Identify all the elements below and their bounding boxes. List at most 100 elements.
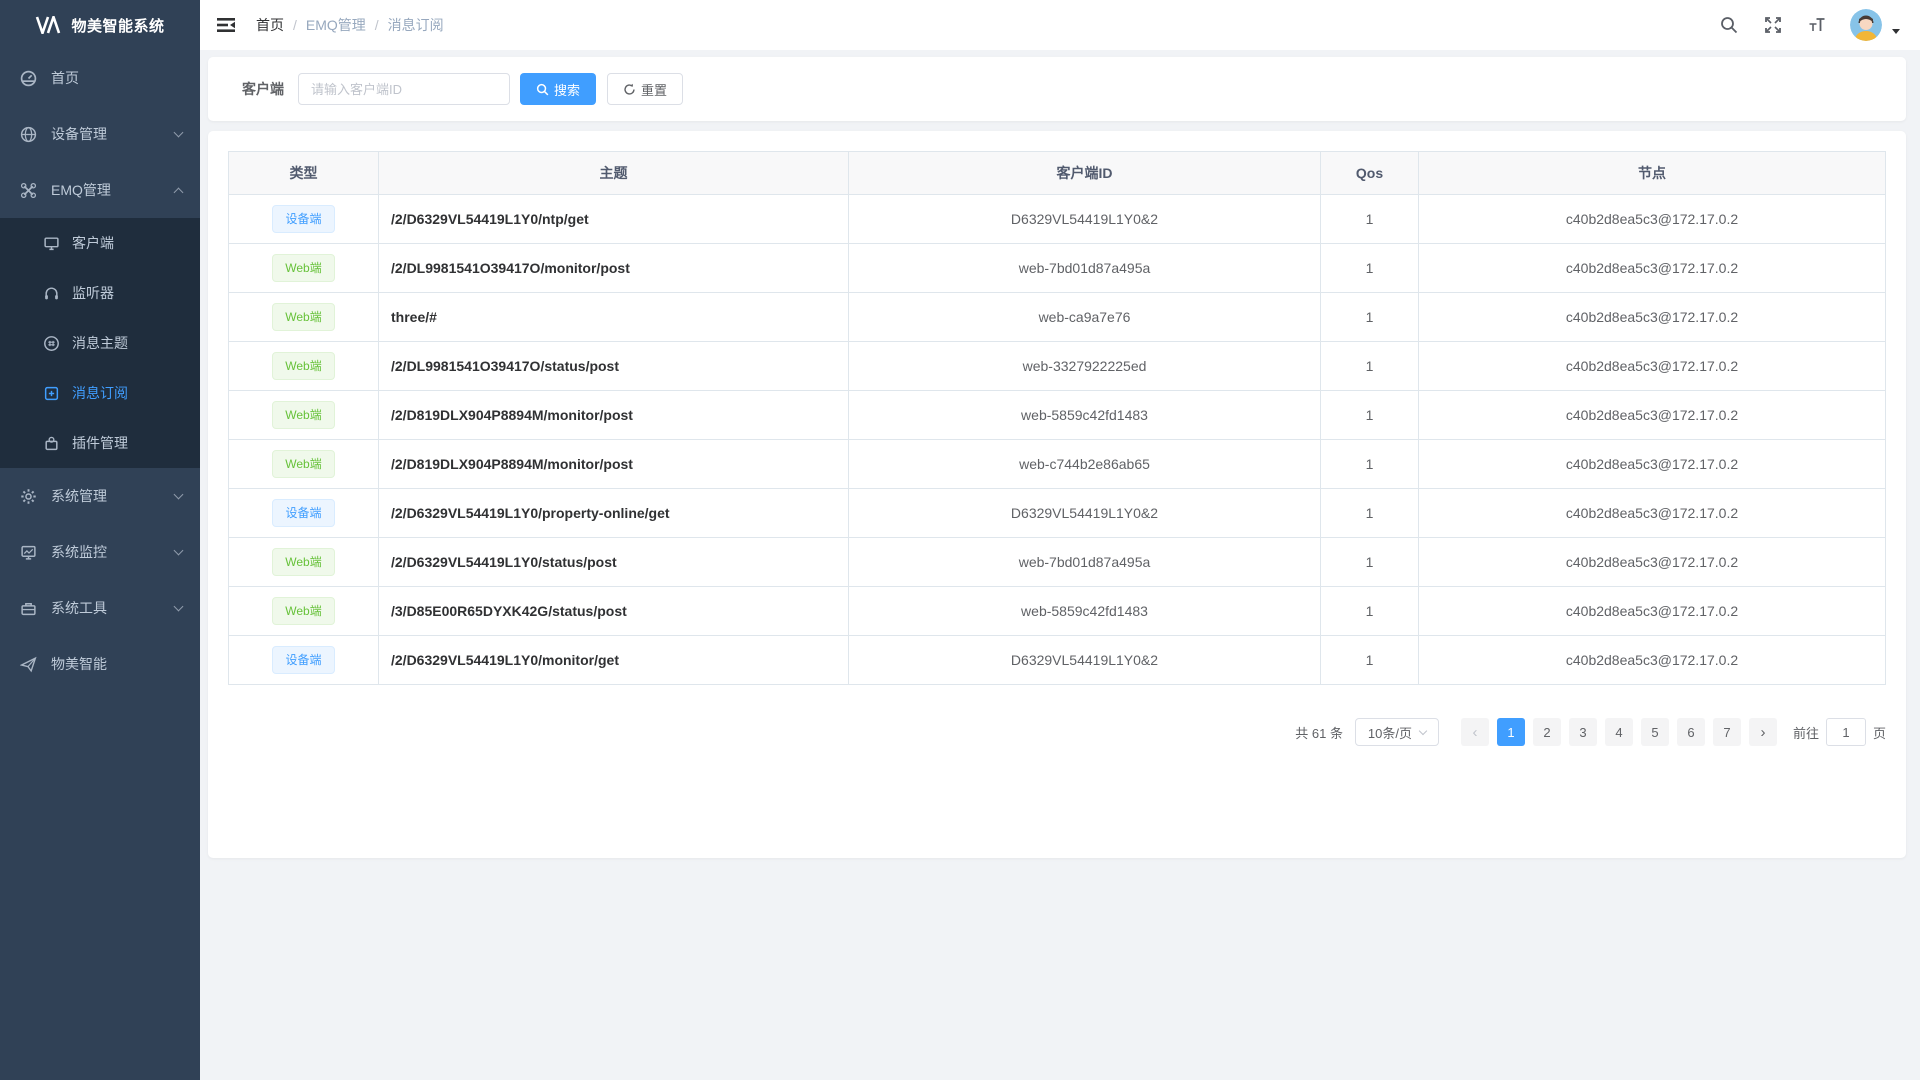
fullscreen-icon[interactable] — [1764, 16, 1782, 34]
client-id-input[interactable] — [298, 73, 510, 105]
sidebar-item-label: 首页 — [51, 70, 79, 86]
node-cell: c40b2d8ea5c3@172.17.0.2 — [1418, 243, 1886, 293]
app-title: 物美智能系统 — [71, 17, 165, 35]
topbar: 首页 / EMQ管理 / 消息订阅 — [200, 0, 1920, 50]
table-row: Web端 /2/D819DLX904P8894M/monitor/post we… — [228, 390, 1886, 440]
client-id-cell: web-3327922225ed — [848, 341, 1321, 391]
qos-cell: 1 — [1320, 243, 1419, 293]
chevron-down-icon — [173, 127, 184, 137]
prev-page-button[interactable]: ‹ — [1460, 718, 1489, 746]
topic-cell: /2/DL9981541O39417O/monitor/post — [378, 243, 849, 293]
client-id-cell: web-7bd01d87a495a — [848, 537, 1321, 587]
goto-page-input[interactable] — [1825, 718, 1866, 746]
column-header-topic: 主题 — [378, 151, 849, 195]
qos-cell: 1 — [1320, 390, 1419, 440]
sidebar-item-topic[interactable]: 消息主题 — [0, 318, 200, 368]
devices-icon — [20, 126, 37, 142]
type-cell: Web端 — [228, 292, 379, 342]
table-row: Web端 /2/DL9981541O39417O/status/post web… — [228, 341, 1886, 391]
node-cell: c40b2d8ea5c3@172.17.0.2 — [1418, 537, 1886, 587]
topic-cell: /2/D6329VL54419L1Y0/ntp/get — [378, 194, 849, 244]
column-header-type: 类型 — [228, 151, 379, 195]
sidebar-item-emq[interactable]: EMQ管理 — [0, 162, 200, 218]
sidebar-item-subscribe[interactable]: 消息订阅 — [0, 368, 200, 418]
headphones-icon — [45, 287, 58, 299]
search-icon[interactable] — [1720, 16, 1738, 34]
breadcrumb-home[interactable]: 首页 — [256, 17, 284, 33]
client-id-cell: web-5859c42fd1483 — [848, 390, 1321, 440]
page-button[interactable]: 1 — [1496, 718, 1525, 746]
sidebar-item-label: 设备管理 — [51, 126, 107, 142]
breadcrumb-emq: EMQ管理 — [305, 17, 366, 33]
refresh-icon — [624, 83, 635, 95]
column-header-qos: Qos — [1320, 151, 1419, 195]
topic-cell: /2/DL9981541O39417O/status/post — [378, 341, 849, 391]
monitor-chart-icon — [21, 545, 36, 560]
node-cell: c40b2d8ea5c3@172.17.0.2 — [1418, 292, 1886, 342]
table-row: Web端 three/# web-ca9a7e76 1 c40b2d8ea5c3… — [228, 292, 1886, 342]
sidebar-item-label: 监听器 — [72, 285, 114, 301]
node-cell: c40b2d8ea5c3@172.17.0.2 — [1418, 635, 1886, 685]
user-menu[interactable] — [1850, 9, 1900, 41]
node-cell: c40b2d8ea5c3@172.17.0.2 — [1418, 194, 1886, 244]
dashboard-icon — [20, 70, 37, 86]
next-page-button[interactable]: › — [1748, 718, 1777, 746]
page-button[interactable]: 7 — [1712, 718, 1741, 746]
sidebar-item-label: 系统监控 — [51, 544, 107, 560]
page-button[interactable]: 5 — [1640, 718, 1669, 746]
chevron-down-icon — [173, 489, 184, 499]
sidebar: 物美智能系统 首页 设备管理 — [0, 0, 200, 1080]
sidebar-item-system-tools[interactable]: 系统工具 — [0, 580, 200, 636]
toolbox-icon — [21, 602, 36, 615]
table-row: Web端 /2/D819DLX904P8894M/monitor/post we… — [228, 439, 1886, 489]
sidebar-item-client[interactable]: 客户端 — [0, 218, 200, 268]
node-cell: c40b2d8ea5c3@172.17.0.2 — [1418, 390, 1886, 440]
reset-button[interactable]: 重置 — [607, 73, 684, 105]
avatar[interactable] — [1850, 9, 1882, 41]
chevron-down-icon — [1418, 726, 1428, 735]
sidebar-item-label: 插件管理 — [72, 435, 128, 451]
sidebar-item-system-monitor[interactable]: 系统监控 — [0, 524, 200, 580]
sidebar-item-plugin[interactable]: 插件管理 — [0, 418, 200, 468]
qos-cell: 1 — [1320, 586, 1419, 636]
va-logo-icon — [36, 16, 61, 34]
gear-icon — [21, 488, 36, 504]
page-button[interactable]: 2 — [1532, 718, 1561, 746]
search-button[interactable]: 搜索 — [520, 73, 597, 105]
sidebar-item-devices[interactable]: 设备管理 — [0, 106, 200, 162]
client-id-cell: web-5859c42fd1483 — [848, 586, 1321, 636]
table-header-row: 类型 主题 客户端ID Qos 节点 — [228, 151, 1886, 195]
page-size-select[interactable]: 10条/页 — [1354, 718, 1439, 746]
hamburger-icon[interactable] — [216, 14, 238, 36]
breadcrumb-current: 消息订阅 — [387, 17, 444, 33]
caret-down-icon — [1892, 28, 1900, 34]
chevron-up-icon — [173, 187, 184, 197]
node-cell: c40b2d8ea5c3@172.17.0.2 — [1418, 586, 1886, 636]
sidebar-item-home[interactable]: 首页 — [0, 50, 200, 106]
page-button[interactable]: 3 — [1568, 718, 1597, 746]
subscription-table: 类型 主题 客户端ID Qos 节点 设备端 /2/D632 — [228, 151, 1886, 685]
page-button[interactable]: 4 — [1604, 718, 1633, 746]
type-tag: Web端 — [272, 303, 335, 331]
type-tag: 设备端 — [272, 646, 335, 674]
message-topic-icon — [44, 335, 59, 351]
type-cell: Web端 — [228, 243, 379, 293]
client-id-cell: D6329VL54419L1Y0&2 — [848, 488, 1321, 538]
chevron-down-icon — [173, 545, 184, 555]
sidebar-item-wumei[interactable]: 物美智能 — [0, 636, 200, 692]
app-logo[interactable]: 物美智能系统 — [0, 0, 200, 50]
type-tag: Web端 — [272, 597, 335, 625]
node-cell: c40b2d8ea5c3@172.17.0.2 — [1418, 439, 1886, 489]
type-tag: Web端 — [272, 401, 335, 429]
sidebar-item-listener[interactable]: 监听器 — [0, 268, 200, 318]
topbar-actions — [1694, 9, 1900, 41]
page-button[interactable]: 6 — [1676, 718, 1705, 746]
qos-cell: 1 — [1320, 537, 1419, 587]
client-id-cell: web-7bd01d87a495a — [848, 243, 1321, 293]
table-row: Web端 /3/D85E00R65DYXK42G/status/post web… — [228, 586, 1886, 636]
goto-page: 前往 页 — [1793, 718, 1886, 746]
sidebar-item-system-admin[interactable]: 系统管理 — [0, 468, 200, 524]
font-size-icon[interactable] — [1808, 16, 1826, 34]
